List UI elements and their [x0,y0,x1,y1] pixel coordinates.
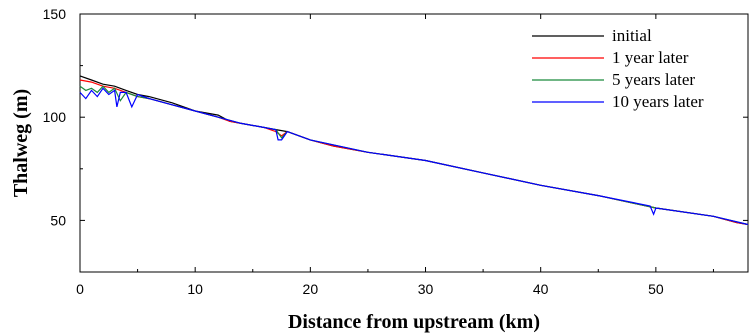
y-axis-title: Thalweg (m) [10,89,32,197]
x-tick-label-3: 30 [418,281,434,297]
x-tick-label-4: 40 [533,281,549,297]
series-line-3 [79,87,749,226]
x-tick-label-1: 10 [187,281,203,297]
y-tick-label-2: 150 [43,6,67,22]
plot-area [79,13,749,273]
x-tick-label-5: 50 [648,281,664,297]
legend-label-0: initial [612,26,652,45]
x-tick-label-0: 0 [76,281,84,297]
legend-label-3: 10 years later [612,92,704,111]
series-layer [79,75,749,226]
x-tick-label-2: 20 [303,281,319,297]
ticks-layer [79,13,748,273]
legend-label-1: 1 year later [612,48,689,67]
legend-label-2: 5 years later [612,70,695,89]
y-tick-label-1: 100 [43,109,67,125]
legend: initial 1 year later 5 years later 10 years… [532,26,704,111]
x-axis-title: Distance from upstream (km) [288,311,540,333]
y-tick-label-0: 50 [50,212,66,228]
tick-labels-layer: 0 10 20 30 40 50 50 100 150 [43,6,664,297]
